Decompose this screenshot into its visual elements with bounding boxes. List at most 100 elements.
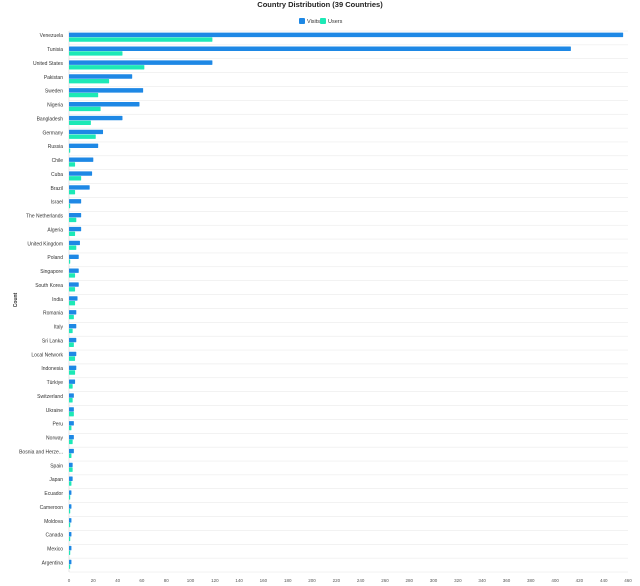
- bar-visits-18[interactable]: [69, 282, 79, 287]
- bar-visits-26[interactable]: [69, 393, 74, 398]
- bar-users-18[interactable]: [69, 287, 76, 292]
- bar-visits-9[interactable]: [69, 157, 94, 162]
- x-tick-label: 280: [406, 578, 414, 583]
- bar-visits-4[interactable]: [69, 88, 144, 93]
- bar-users-36[interactable]: [69, 536, 71, 542]
- bar-visits-19[interactable]: [69, 296, 78, 301]
- bar-users-9[interactable]: [69, 162, 76, 167]
- category-label: Bosnia and Herze...: [19, 449, 63, 455]
- bar-users-21[interactable]: [69, 328, 73, 334]
- category-label: Canada: [45, 533, 63, 539]
- bar-users-12[interactable]: [69, 203, 71, 209]
- bar-visits-6[interactable]: [69, 115, 123, 121]
- bar-users-5[interactable]: [69, 106, 101, 112]
- bar-users-23[interactable]: [69, 356, 76, 361]
- chart-title: Country Distribution (39 Countries): [257, 0, 383, 9]
- bar-users-3[interactable]: [69, 78, 110, 84]
- bar-visits-14[interactable]: [69, 226, 82, 232]
- bar-visits-12[interactable]: [69, 199, 82, 204]
- category-label: Italy: [54, 325, 64, 331]
- bar-users-35[interactable]: [69, 522, 71, 528]
- bar-users-24[interactable]: [69, 370, 76, 375]
- category-label: Local Network: [31, 352, 63, 358]
- x-tick-label: 340: [478, 578, 486, 583]
- bar-visits-23[interactable]: [69, 351, 77, 357]
- bar-users-0[interactable]: [69, 37, 213, 42]
- bar-users-6[interactable]: [69, 120, 91, 126]
- bar-users-8[interactable]: [69, 148, 71, 153]
- bar-visits-3[interactable]: [69, 74, 133, 79]
- bar-users-14[interactable]: [69, 231, 76, 237]
- bar-visits-37[interactable]: [69, 545, 72, 551]
- category-label: Moldova: [44, 519, 63, 525]
- category-label: Sri Lanka: [42, 338, 63, 344]
- bar-users-38[interactable]: [69, 564, 71, 569]
- bar-visits-1[interactable]: [69, 46, 571, 51]
- bar-users-4[interactable]: [69, 92, 99, 98]
- bar-users-22[interactable]: [69, 342, 74, 347]
- bar-visits-22[interactable]: [69, 337, 77, 343]
- bar-visits-31[interactable]: [69, 462, 73, 468]
- bar-users-37[interactable]: [69, 550, 71, 556]
- bar-users-34[interactable]: [69, 509, 71, 514]
- bar-visits-0[interactable]: [69, 32, 624, 38]
- bar-visits-2[interactable]: [69, 60, 213, 65]
- bar-visits-16[interactable]: [69, 254, 79, 260]
- bar-visits-5[interactable]: [69, 102, 140, 107]
- bar-visits-17[interactable]: [69, 268, 79, 273]
- bar-visits-11[interactable]: [69, 185, 90, 190]
- bar-visits-33[interactable]: [69, 490, 72, 495]
- bar-users-15[interactable]: [69, 245, 77, 250]
- legend-item-visits[interactable]: Visits: [299, 18, 320, 25]
- bar-users-7[interactable]: [69, 134, 96, 139]
- bar-users-26[interactable]: [69, 398, 73, 403]
- bar-users-20[interactable]: [69, 314, 74, 320]
- x-tick-label: 260: [381, 578, 389, 583]
- bar-users-25[interactable]: [69, 384, 73, 389]
- bar-visits-10[interactable]: [69, 171, 93, 176]
- bar-users-2[interactable]: [69, 65, 145, 70]
- bar-visits-36[interactable]: [69, 532, 72, 537]
- bar-users-19[interactable]: [69, 300, 76, 306]
- bar-visits-38[interactable]: [69, 559, 72, 565]
- bar-visits-13[interactable]: [69, 212, 82, 218]
- bar-visits-35[interactable]: [69, 518, 72, 523]
- bar-visits-27[interactable]: [69, 407, 74, 412]
- bar-visits-24[interactable]: [69, 365, 77, 371]
- x-tick-label: 300: [430, 578, 438, 583]
- category-label: Sweden: [45, 89, 63, 95]
- bar-visits-8[interactable]: [69, 143, 99, 149]
- bar-users-32[interactable]: [69, 481, 72, 486]
- category-label: Türkiye: [47, 380, 64, 386]
- bar-users-31[interactable]: [69, 467, 73, 472]
- bar-users-1[interactable]: [69, 51, 123, 56]
- bar-visits-32[interactable]: [69, 476, 73, 481]
- category-label: Argentina: [42, 560, 64, 566]
- bar-visits-21[interactable]: [69, 323, 77, 329]
- bar-users-17[interactable]: [69, 273, 76, 278]
- bar-visits-34[interactable]: [69, 504, 72, 509]
- bar-visits-29[interactable]: [69, 434, 74, 440]
- bar-users-29[interactable]: [69, 439, 73, 445]
- bar-users-30[interactable]: [69, 453, 72, 458]
- bar-users-11[interactable]: [69, 189, 76, 195]
- bar-users-16[interactable]: [69, 259, 71, 264]
- bar-visits-28[interactable]: [69, 421, 74, 426]
- bar-users-13[interactable]: [69, 217, 77, 223]
- legend-item-users[interactable]: Users: [320, 18, 343, 25]
- x-tick-label: 320: [454, 578, 462, 583]
- bar-users-33[interactable]: [69, 495, 71, 500]
- bar-visits-30[interactable]: [69, 448, 74, 454]
- x-tick-label: 380: [527, 578, 535, 583]
- x-tick-label: 180: [284, 578, 292, 583]
- bar-visits-20[interactable]: [69, 310, 77, 315]
- x-tick-label: 20: [91, 578, 97, 583]
- bar-users-10[interactable]: [69, 176, 82, 181]
- x-tick-label: 420: [576, 578, 584, 583]
- bar-users-28[interactable]: [69, 425, 72, 431]
- bar-visits-25[interactable]: [69, 379, 76, 384]
- bar-visits-15[interactable]: [69, 240, 80, 246]
- bar-users-27[interactable]: [69, 411, 74, 417]
- bar-visits-7[interactable]: [69, 129, 104, 135]
